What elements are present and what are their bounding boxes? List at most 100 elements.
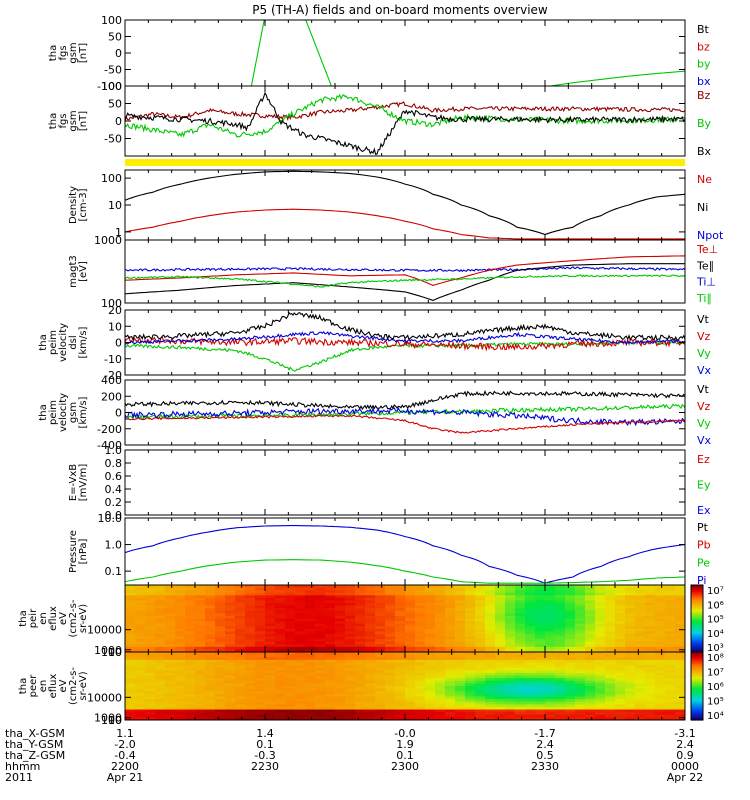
heatmap-cell <box>645 670 656 674</box>
heatmap-cell <box>385 618 396 622</box>
series-group <box>125 389 685 434</box>
heatmap-cell <box>385 709 396 713</box>
heatmap-cell <box>565 590 576 594</box>
series-line-Vx <box>125 331 685 346</box>
heatmap-cell <box>385 597 396 602</box>
heatmap-cell <box>405 688 416 692</box>
heatmap-cell <box>515 680 526 684</box>
heatmap-cell <box>195 613 206 617</box>
heatmap-cell <box>415 688 426 692</box>
heatmap-cell <box>545 704 556 708</box>
heatmap-cell <box>675 621 685 625</box>
heatmap-cell <box>275 686 286 690</box>
heatmap-cell <box>425 657 436 661</box>
heatmap-cell <box>575 680 586 684</box>
heatmap-cell <box>655 709 666 713</box>
heatmap-cell <box>445 633 456 638</box>
heatmap-cell <box>165 613 176 617</box>
colorbar-cell <box>691 643 703 646</box>
heatmap-cell <box>495 691 506 695</box>
heatmap-cell <box>575 631 586 635</box>
heatmap-cell <box>515 592 526 596</box>
heatmap-cell <box>425 659 436 664</box>
colorbar-cell <box>691 611 703 615</box>
heatmap-cell <box>235 717 246 720</box>
heatmap-cell <box>305 644 316 648</box>
heatmap-cell <box>315 605 326 609</box>
heatmap-cell <box>535 639 546 643</box>
heatmap-cell <box>615 633 626 638</box>
heatmap-cell <box>155 623 166 627</box>
heatmap-cell <box>455 693 466 698</box>
heatmap-cell <box>665 670 676 674</box>
heatmap-cell <box>265 623 276 627</box>
heatmap-cell <box>385 641 396 645</box>
heatmap-cell <box>595 585 606 589</box>
heatmap-cell <box>445 641 456 645</box>
heatmap-cell <box>295 654 306 658</box>
heatmap-cell <box>575 641 586 645</box>
heatmap-cell <box>195 717 206 720</box>
heatmap-cell <box>355 590 366 594</box>
ephemeris-value: -0.3 <box>254 749 275 762</box>
series-line-Bz <box>125 101 685 122</box>
heatmap-cell <box>545 633 556 638</box>
heatmap-cell <box>145 670 156 674</box>
heatmap-cell <box>585 706 596 711</box>
heatmap-cell <box>505 621 516 625</box>
heatmap-cell <box>515 597 526 602</box>
heatmap-cell <box>395 659 406 664</box>
heatmap-cell <box>175 644 186 648</box>
heatmap-cell <box>575 592 586 596</box>
heatmap-cell <box>445 714 456 718</box>
heatmap-cell <box>665 659 676 664</box>
heatmap-cell <box>495 659 506 664</box>
heatmap-cell <box>505 686 516 690</box>
heatmap-cell <box>575 678 586 682</box>
heatmap-cell <box>545 646 556 651</box>
heatmap-cell <box>375 621 386 625</box>
heatmap-cell <box>195 595 206 599</box>
heatmap-cell <box>605 662 616 666</box>
colorbar-cell <box>691 703 703 706</box>
legend-entry-Vz: Vz <box>697 400 711 413</box>
heatmap-cell <box>515 704 526 708</box>
heatmap-cell <box>305 641 316 645</box>
heatmap-cell <box>565 621 576 625</box>
heatmap-cell <box>465 605 476 609</box>
heatmap-cell <box>515 621 526 625</box>
heatmap-cell <box>375 636 386 640</box>
heatmap-cell <box>155 659 166 664</box>
colorbar-cell <box>691 615 703 618</box>
heatmap-cell <box>235 628 246 632</box>
heatmap-cell <box>455 631 466 635</box>
heatmap-cell <box>605 683 616 687</box>
heatmap-cell <box>425 628 436 632</box>
heatmap-cell <box>515 590 526 594</box>
heatmap-cell <box>275 626 286 630</box>
heatmap-cell <box>635 646 646 651</box>
heatmap-cell <box>635 667 646 671</box>
heatmap-cell <box>175 667 186 671</box>
heatmap-cell <box>595 597 606 602</box>
heatmap-cell <box>205 646 216 651</box>
heatmap-cell <box>475 592 486 596</box>
heatmap-cell <box>325 623 336 627</box>
heatmap-cell <box>185 659 196 664</box>
y-tick-label: 10 <box>108 199 122 212</box>
heatmap-cell <box>415 621 426 625</box>
heatmap-cell <box>325 613 336 617</box>
heatmap-cell <box>465 618 476 622</box>
heatmap-cell <box>405 628 416 632</box>
heatmap-cell <box>145 657 156 661</box>
heatmap-cell <box>435 641 446 645</box>
heatmap-cell <box>385 649 396 652</box>
heatmap-cell <box>245 706 256 711</box>
heatmap-cell <box>355 654 366 658</box>
heatmap-cell <box>265 654 276 658</box>
heatmap-cell <box>125 644 136 648</box>
heatmap-cell <box>625 709 636 713</box>
colorbar-cell <box>691 660 703 663</box>
heatmap-cell <box>655 696 666 700</box>
legend-entry-Bt: Bt <box>697 23 710 36</box>
